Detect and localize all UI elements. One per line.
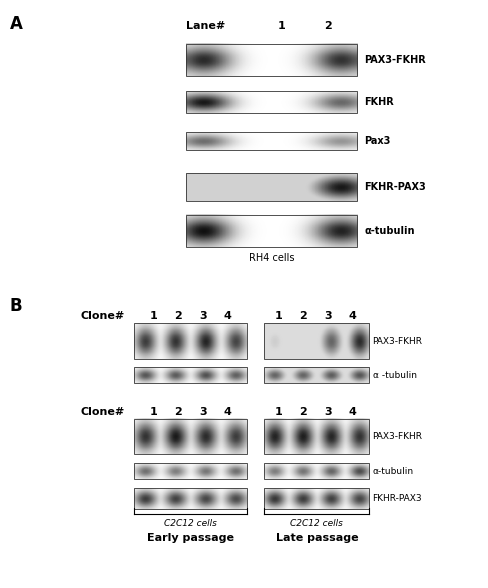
Text: 3: 3: [323, 406, 331, 417]
Text: 2: 2: [174, 311, 182, 322]
Text: Clone#: Clone#: [81, 311, 124, 322]
Bar: [134, 419, 246, 454]
Text: PAX3-FKHR: PAX3-FKHR: [372, 432, 422, 441]
Text: Clone#: Clone#: [81, 406, 124, 417]
Bar: [134, 323, 246, 359]
Text: Pax3: Pax3: [364, 136, 390, 146]
Bar: [134, 463, 246, 479]
Bar: [185, 132, 356, 150]
Text: RH4 cells: RH4 cells: [248, 253, 294, 263]
Text: Late passage: Late passage: [275, 533, 357, 543]
Bar: [264, 419, 368, 454]
Text: α-tubulin: α-tubulin: [364, 226, 414, 236]
Text: PAX3-FKHR: PAX3-FKHR: [372, 336, 422, 346]
Bar: [185, 215, 356, 247]
Text: 4: 4: [223, 311, 231, 322]
Bar: [264, 368, 368, 383]
Text: FKHR-PAX3: FKHR-PAX3: [372, 494, 421, 503]
Bar: [185, 44, 356, 76]
Text: 4: 4: [347, 311, 355, 322]
Text: 1: 1: [150, 406, 158, 417]
Bar: [264, 323, 368, 359]
Text: B: B: [10, 297, 22, 315]
Text: A: A: [10, 15, 22, 33]
Text: α -tubulin: α -tubulin: [372, 371, 416, 380]
Bar: [134, 488, 246, 509]
Text: 1: 1: [277, 21, 285, 32]
Text: 2: 2: [323, 21, 331, 32]
Text: Lane#: Lane#: [185, 21, 224, 32]
Text: 1: 1: [150, 311, 158, 322]
Bar: [185, 173, 356, 201]
Bar: [264, 488, 368, 509]
Text: 3: 3: [199, 406, 206, 417]
Text: C2C12 cells: C2C12 cells: [290, 519, 343, 527]
Text: 2: 2: [174, 406, 182, 417]
Bar: [185, 91, 356, 113]
Text: PAX3-FKHR: PAX3-FKHR: [364, 55, 425, 65]
Text: 4: 4: [223, 406, 231, 417]
Text: α-tubulin: α-tubulin: [372, 467, 413, 476]
Text: 3: 3: [323, 311, 331, 322]
Text: Early passage: Early passage: [147, 533, 234, 543]
Text: FKHR: FKHR: [364, 97, 393, 107]
Text: 4: 4: [347, 406, 355, 417]
Bar: [134, 368, 246, 383]
Text: 3: 3: [199, 311, 206, 322]
Text: 1: 1: [274, 311, 282, 322]
Text: 2: 2: [299, 406, 306, 417]
Text: FKHR-PAX3: FKHR-PAX3: [364, 182, 425, 192]
Text: C2C12 cells: C2C12 cells: [164, 519, 217, 527]
Text: 1: 1: [274, 406, 282, 417]
Text: 2: 2: [299, 311, 306, 322]
Bar: [264, 463, 368, 479]
